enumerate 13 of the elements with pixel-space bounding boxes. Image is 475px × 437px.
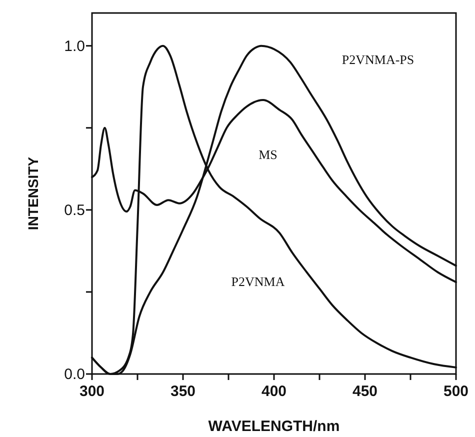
annotation: P2VNMA: [231, 274, 286, 289]
x-axis-title: WAVELENGTH/nm: [208, 418, 340, 435]
y-tick-label: 0.5: [64, 202, 85, 219]
x-tick-label: 300: [79, 383, 105, 400]
y-axis-title: INTENSITY: [25, 156, 41, 230]
annotation: MS: [258, 147, 278, 162]
y-tick-label: 1.0: [64, 38, 85, 55]
x-tick-label: 350: [170, 383, 196, 400]
annotation: P2VNMA-PS: [342, 52, 414, 67]
x-tick-label: 500: [443, 383, 469, 400]
x-tick-label: 450: [352, 383, 378, 400]
x-tick-label: 400: [261, 383, 287, 400]
y-tick-label: 0.0: [64, 366, 85, 383]
